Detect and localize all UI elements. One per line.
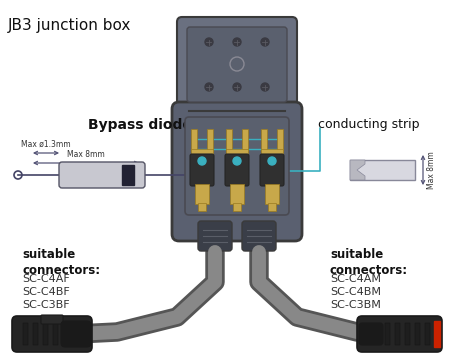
Bar xyxy=(195,184,209,204)
Bar xyxy=(261,149,283,157)
Bar xyxy=(63,323,68,345)
Bar xyxy=(233,203,241,211)
FancyBboxPatch shape xyxy=(198,221,232,251)
FancyBboxPatch shape xyxy=(61,321,91,347)
Bar xyxy=(261,129,267,151)
Bar xyxy=(33,323,38,345)
FancyBboxPatch shape xyxy=(359,323,383,345)
Bar xyxy=(405,323,410,345)
Text: JB3 junction box: JB3 junction box xyxy=(8,18,131,33)
Bar xyxy=(425,323,430,345)
Bar xyxy=(277,129,283,151)
Text: Bypass diode: Bypass diode xyxy=(88,118,192,132)
Circle shape xyxy=(233,38,241,46)
Bar xyxy=(242,129,248,151)
Text: Max 8mm: Max 8mm xyxy=(427,151,436,189)
Bar xyxy=(191,129,197,151)
Bar xyxy=(265,184,279,204)
Bar xyxy=(434,321,440,347)
Bar xyxy=(198,203,206,211)
Bar xyxy=(23,323,28,345)
Bar xyxy=(53,323,58,345)
Bar xyxy=(230,184,244,204)
Text: SC-C4AF
SC-C4BF
SC-C3BF: SC-C4AF SC-C4BF SC-C3BF xyxy=(22,274,70,310)
Polygon shape xyxy=(350,160,365,180)
Bar xyxy=(268,203,276,211)
FancyBboxPatch shape xyxy=(225,154,249,186)
FancyBboxPatch shape xyxy=(357,316,442,352)
FancyBboxPatch shape xyxy=(41,315,63,324)
Circle shape xyxy=(198,157,206,165)
Bar xyxy=(122,165,134,185)
Bar xyxy=(207,129,213,151)
FancyBboxPatch shape xyxy=(187,27,287,102)
FancyBboxPatch shape xyxy=(242,221,276,251)
Bar xyxy=(191,149,213,157)
Bar xyxy=(226,129,232,151)
Text: suitable
connectors:: suitable connectors: xyxy=(22,248,100,277)
Circle shape xyxy=(261,83,269,91)
Text: SC-C4AM
SC-C4BM
SC-C3BM: SC-C4AM SC-C4BM SC-C3BM xyxy=(330,274,381,310)
Text: conducting strip: conducting strip xyxy=(318,118,419,131)
FancyBboxPatch shape xyxy=(172,102,302,241)
FancyBboxPatch shape xyxy=(59,162,145,188)
Bar xyxy=(415,323,420,345)
Text: Max ø8mm: Max ø8mm xyxy=(204,154,213,196)
Circle shape xyxy=(233,83,241,91)
Text: Max ø1.3mm: Max ø1.3mm xyxy=(21,140,71,149)
FancyBboxPatch shape xyxy=(12,316,92,352)
Bar xyxy=(385,323,390,345)
FancyBboxPatch shape xyxy=(185,117,289,215)
FancyBboxPatch shape xyxy=(260,154,284,186)
Bar xyxy=(395,323,400,345)
Text: suitable
connectors:: suitable connectors: xyxy=(330,248,408,277)
FancyBboxPatch shape xyxy=(190,154,214,186)
Bar xyxy=(350,160,415,180)
Text: Max 8mm: Max 8mm xyxy=(67,150,105,159)
Circle shape xyxy=(205,83,213,91)
Bar xyxy=(226,149,248,157)
FancyBboxPatch shape xyxy=(177,17,297,112)
Circle shape xyxy=(268,157,276,165)
Circle shape xyxy=(261,38,269,46)
Bar xyxy=(43,323,48,345)
Circle shape xyxy=(205,38,213,46)
Circle shape xyxy=(233,157,241,165)
